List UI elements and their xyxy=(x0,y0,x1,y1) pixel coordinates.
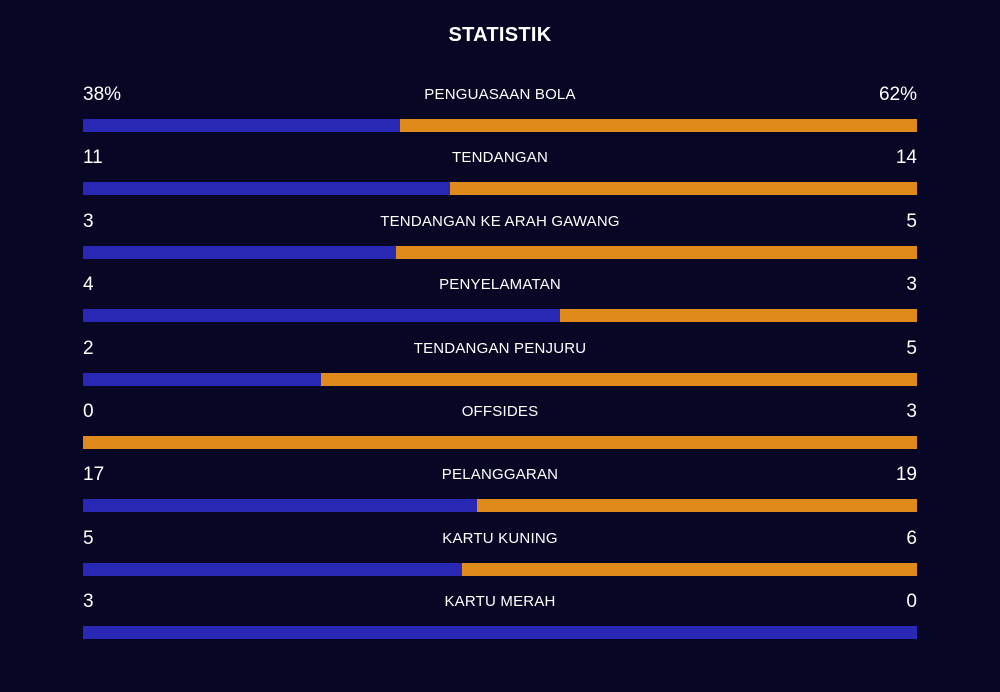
stat-label: PELANGGARAN xyxy=(441,466,559,484)
stat-label: PENGUASAAN BOLA xyxy=(424,86,576,103)
home-value: 11 xyxy=(83,147,103,169)
away-bar-segment xyxy=(395,245,917,259)
stat-row-corners: 2 TENDANGAN PENJURU 5 xyxy=(83,334,917,397)
stat-label: KARTU KUNING xyxy=(442,529,558,547)
home-value: 17 xyxy=(83,464,105,486)
stat-row-fouls: 17 PELANGGARAN 19 xyxy=(83,460,917,523)
away-value: 19 xyxy=(895,464,917,486)
stat-bar xyxy=(83,435,917,449)
stat-row-possession: 38% PENGUASAAN BOLA 62% xyxy=(83,80,917,143)
stats-list: 38% PENGUASAAN BOLA 62% 11 TENDANGAN 14 … xyxy=(83,80,917,651)
away-bar-segment xyxy=(399,119,917,132)
away-bar-segment xyxy=(559,309,917,323)
home-value: 0 xyxy=(83,400,94,422)
home-value: 5 xyxy=(83,527,94,549)
stat-bar xyxy=(83,245,917,259)
home-value: 2 xyxy=(83,337,94,359)
away-bar-segment xyxy=(462,562,917,576)
away-value: 14 xyxy=(895,147,917,169)
away-bar-segment xyxy=(83,435,917,449)
away-value: 62% xyxy=(878,84,917,105)
stat-label: TENDANGAN KE ARAH GAWANG xyxy=(380,212,620,230)
stat-row-offsides: 0 OFFSIDES 3 xyxy=(83,397,917,460)
away-value: 5 xyxy=(906,210,917,232)
away-bar-segment xyxy=(449,182,917,196)
away-value: 5 xyxy=(906,337,917,359)
home-value: 38% xyxy=(83,84,122,105)
stat-row-saves: 4 PENYELAMATAN 3 xyxy=(83,270,917,333)
stat-bar xyxy=(83,182,917,196)
home-bar-segment xyxy=(83,499,477,513)
home-bar-segment xyxy=(83,245,396,259)
home-bar-segment xyxy=(83,119,400,132)
away-bar-segment xyxy=(321,372,917,386)
stat-row-red-cards: 3 KARTU MERAH 0 xyxy=(83,587,917,650)
home-value: 4 xyxy=(83,274,94,296)
away-value: 3 xyxy=(906,400,917,422)
stat-label: TENDANGAN PENJURU xyxy=(413,339,587,357)
stat-label: TENDANGAN xyxy=(452,149,548,167)
stat-row-shots: 11 TENDANGAN 14 xyxy=(83,143,917,206)
home-bar-segment xyxy=(83,372,322,386)
home-value: 3 xyxy=(83,210,94,232)
home-value: 3 xyxy=(83,591,94,613)
stat-label: OFFSIDES xyxy=(461,402,539,420)
away-value: 0 xyxy=(906,591,917,613)
stats-title: STATISTIK xyxy=(448,24,552,46)
stat-label: PENYELAMATAN xyxy=(439,276,561,294)
stat-bar xyxy=(83,372,917,386)
away-bar-segment xyxy=(476,499,917,513)
stat-row-shots-on-target: 3 TENDANGAN KE ARAH GAWANG 5 xyxy=(83,207,917,270)
stat-bar xyxy=(83,119,917,132)
home-bar-segment xyxy=(83,309,560,323)
stat-row-yellow-cards: 5 KARTU KUNING 6 xyxy=(83,524,917,587)
home-bar-segment xyxy=(83,182,450,196)
stat-label: KARTU MERAH xyxy=(444,593,556,611)
away-value: 6 xyxy=(906,527,917,549)
home-bar-segment xyxy=(83,626,917,640)
stat-bar xyxy=(83,309,917,323)
home-bar-segment xyxy=(83,562,463,576)
away-value: 3 xyxy=(906,274,917,296)
stat-bar xyxy=(83,626,917,640)
stat-bar xyxy=(83,562,917,576)
stat-bar xyxy=(83,499,917,513)
